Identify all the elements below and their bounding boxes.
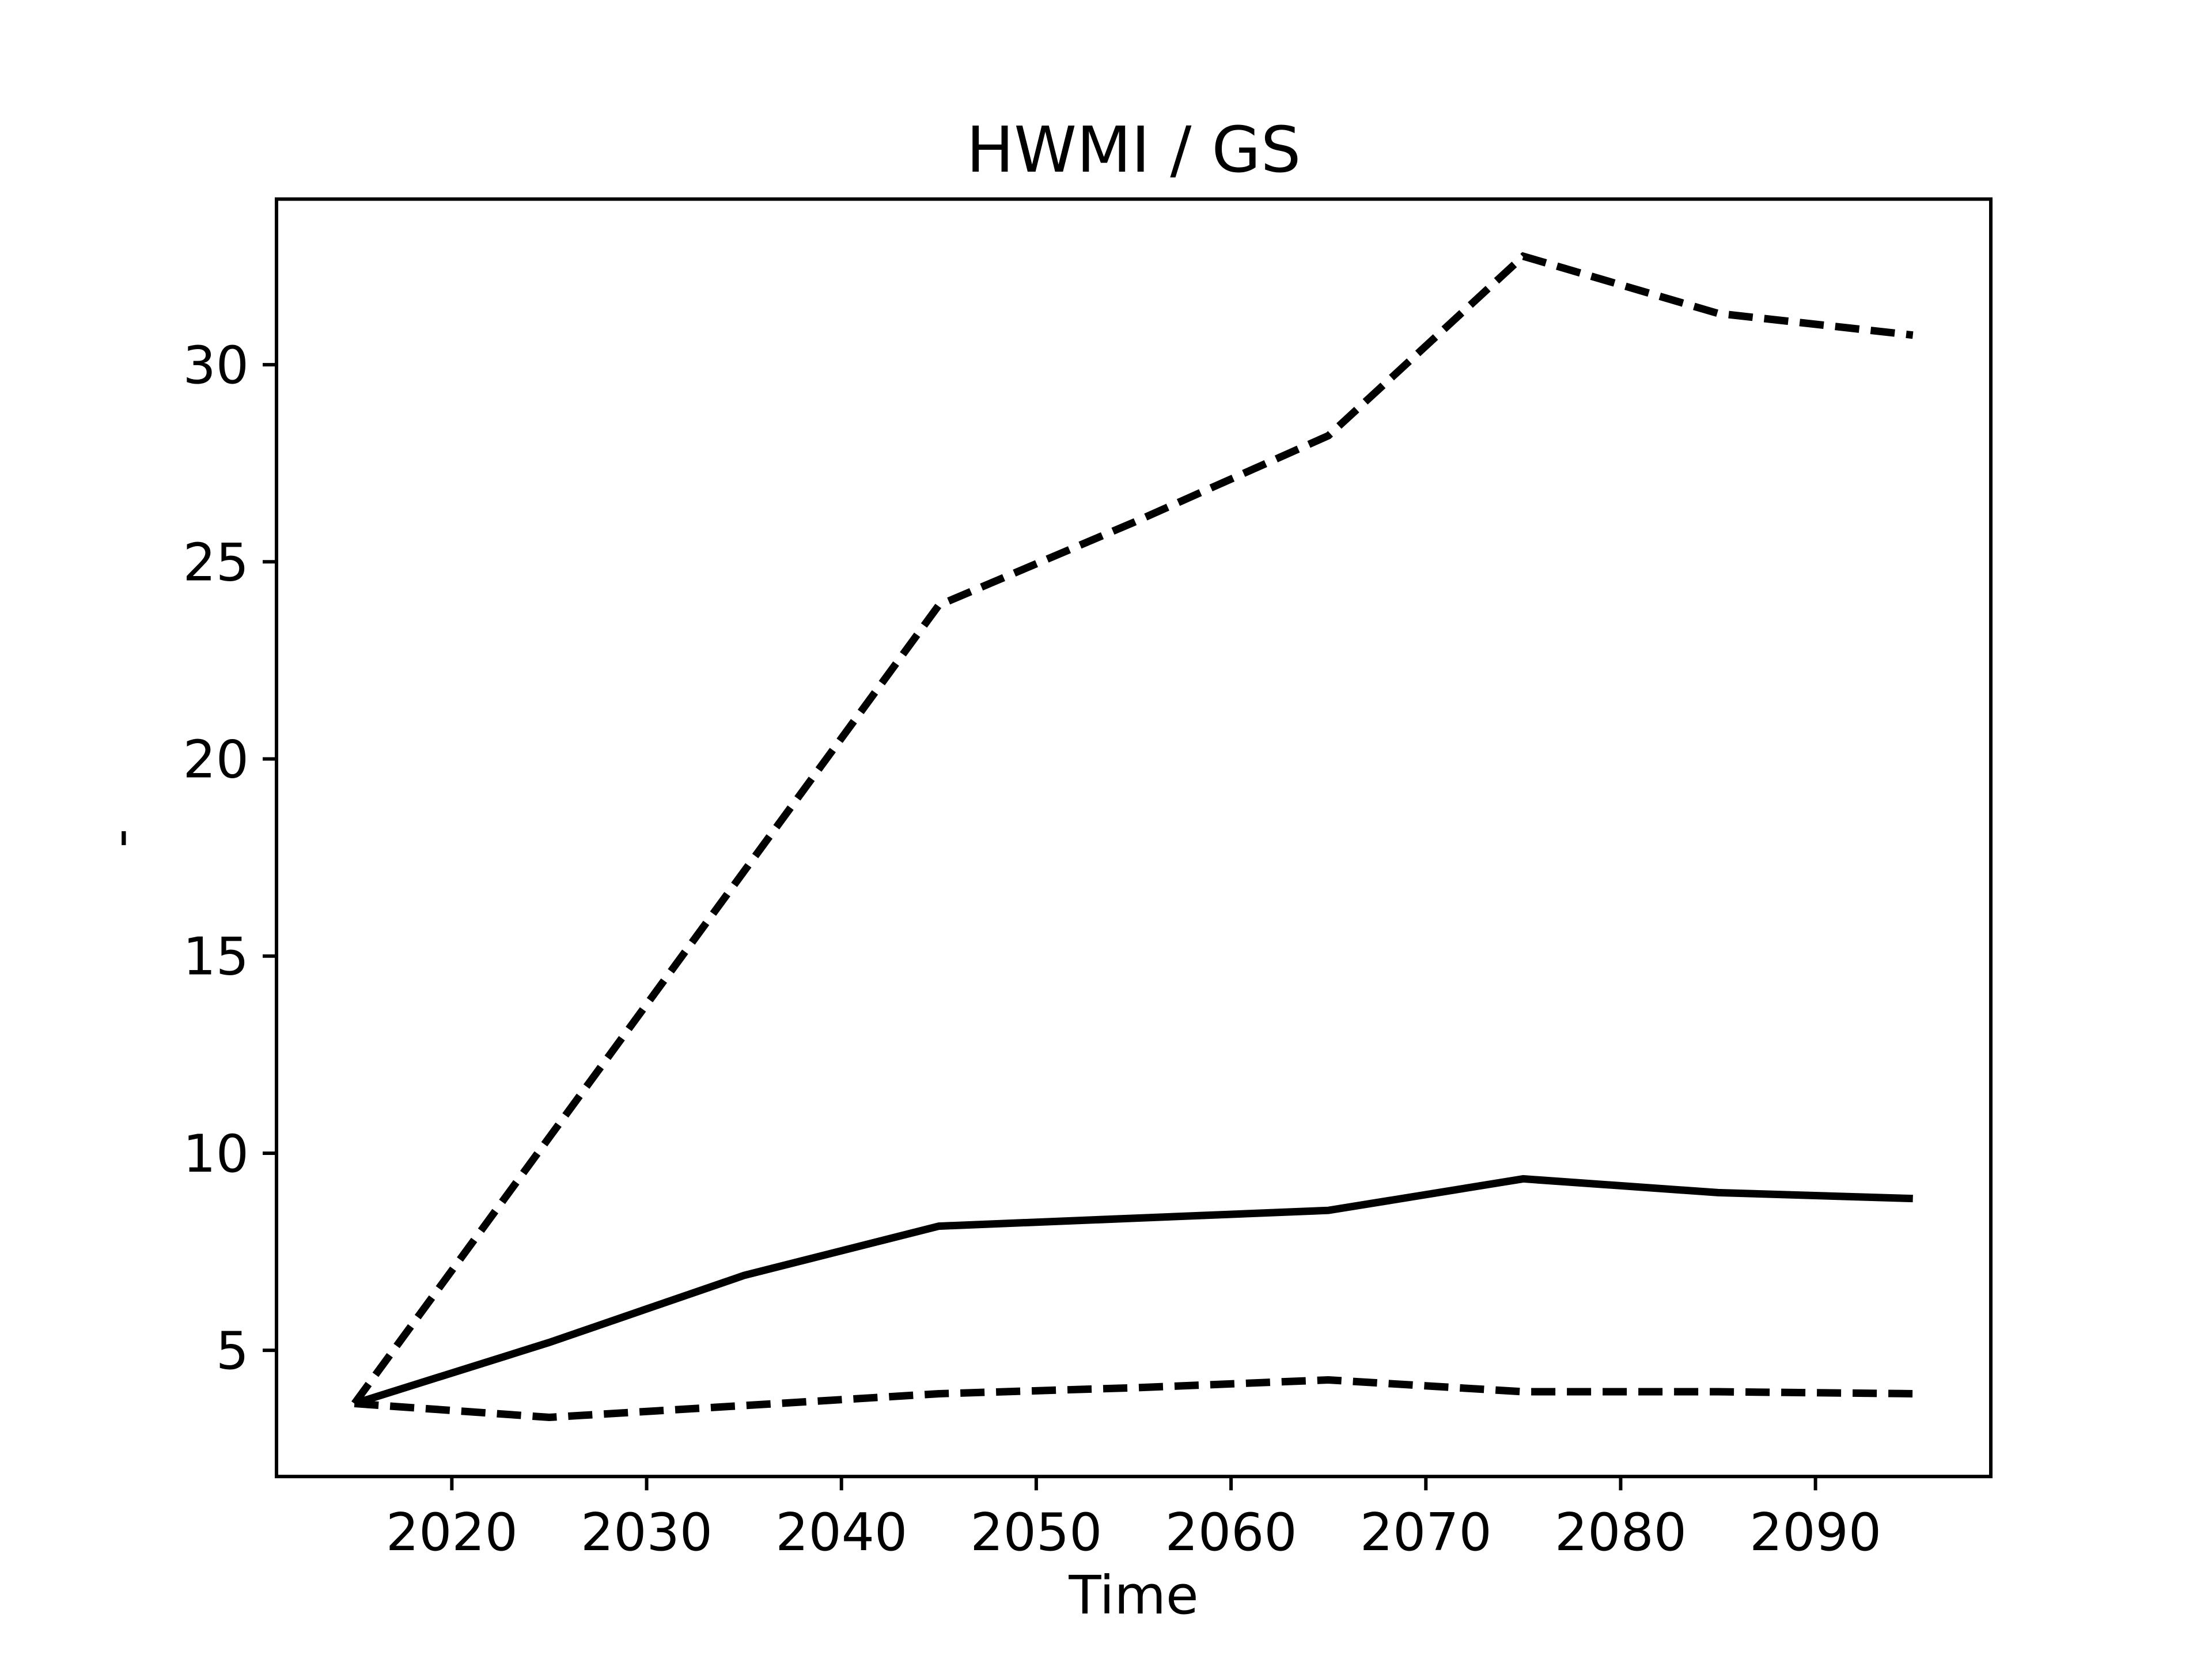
y-tick-label: 20 — [183, 730, 249, 790]
y-tick-label: 15 — [183, 927, 249, 987]
x-tick-label: 2060 — [1165, 1502, 1297, 1563]
x-tick-label: 2020 — [386, 1502, 518, 1563]
series-lower-dashed — [354, 1376, 1913, 1422]
x-tick-label: 2050 — [970, 1502, 1102, 1563]
series-upper-dashed — [351, 252, 1914, 1406]
plot-border — [275, 197, 1993, 1479]
y-tick-label: 10 — [183, 1124, 249, 1184]
chart-title: HWMI / GS — [967, 113, 1301, 187]
x-tick-label: 2030 — [581, 1502, 713, 1563]
y-tick-label: 30 — [183, 335, 249, 396]
x-tick-label: 2080 — [1555, 1502, 1687, 1563]
series-middle-solid — [353, 1175, 1913, 1407]
y-tick-label: 5 — [216, 1321, 249, 1381]
y-tick-label: 25 — [183, 532, 249, 593]
x-axis-label: Time — [1068, 1565, 1198, 1626]
x-tick-label: 2070 — [1360, 1502, 1492, 1563]
x-tick-label: 2090 — [1749, 1502, 1881, 1563]
y-axis-label: - — [89, 828, 151, 847]
x-tick-label: 2040 — [775, 1502, 907, 1563]
